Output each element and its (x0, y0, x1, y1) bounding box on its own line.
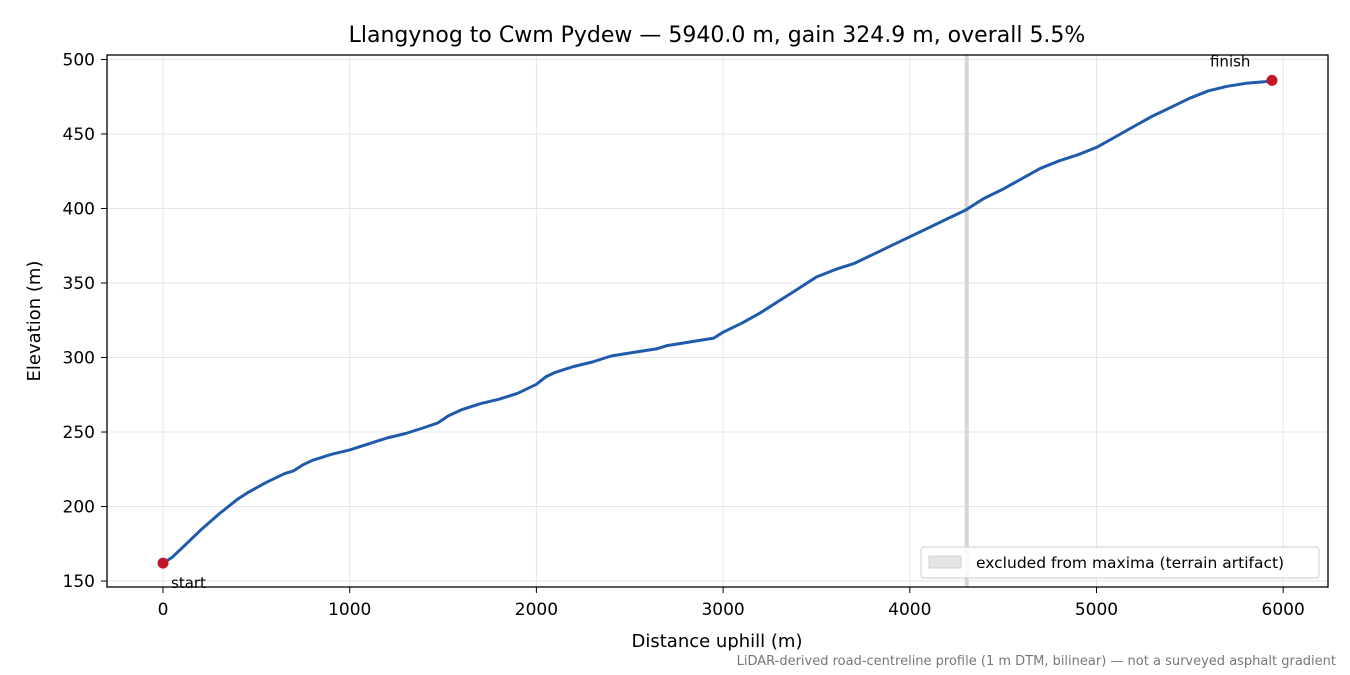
x-tick-label: 6000 (1262, 600, 1305, 620)
y-tick-label: 450 (63, 125, 95, 145)
y-tick-label: 150 (63, 572, 95, 592)
y-tick-label: 300 (63, 349, 95, 369)
excluded-band (964, 55, 969, 587)
markers-layer: start finish (157, 52, 1278, 592)
y-tick-label: 400 (63, 199, 95, 219)
x-tick-label: 5000 (1075, 600, 1118, 620)
chart-title: Llangynog to Cwm Pydew — 5940.0 m, gain … (349, 23, 1086, 48)
legend-swatch (928, 555, 962, 569)
x-axis-label: Distance uphill (m) (632, 631, 803, 652)
start-marker (157, 557, 169, 569)
y-axis-label: Elevation (m) (24, 261, 45, 382)
y-axis-ticks: 150 200 250 300 350 400 450 500 (63, 50, 107, 592)
excluded-region (964, 55, 969, 587)
y-tick-label: 500 (63, 50, 95, 70)
elevation-line (161, 78, 1274, 565)
x-tick-label: 1000 (328, 600, 371, 620)
y-tick-label: 250 (63, 423, 95, 443)
plot-frame (106, 54, 1329, 588)
start-label: start (171, 574, 206, 592)
x-tick-label: 4000 (888, 600, 931, 620)
footnote: LiDAR-derived road-centreline profile (1… (737, 654, 1336, 669)
finish-label: finish (1210, 52, 1250, 70)
y-tick-label: 200 (63, 498, 95, 518)
grid (107, 55, 1328, 587)
x-axis-ticks: 0 1000 2000 3000 4000 5000 6000 (158, 587, 1305, 620)
x-tick-label: 0 (158, 600, 169, 620)
finish-marker (1266, 74, 1278, 86)
series-layer (161, 78, 1274, 565)
legend: excluded from maxima (terrain artifact) (920, 546, 1320, 579)
y-tick-label: 350 (63, 274, 95, 294)
legend-box (920, 546, 1320, 579)
x-tick-label: 2000 (515, 600, 558, 620)
legend-label: excluded from maxima (terrain artifact) (976, 554, 1284, 572)
x-tick-label: 3000 (701, 600, 744, 620)
